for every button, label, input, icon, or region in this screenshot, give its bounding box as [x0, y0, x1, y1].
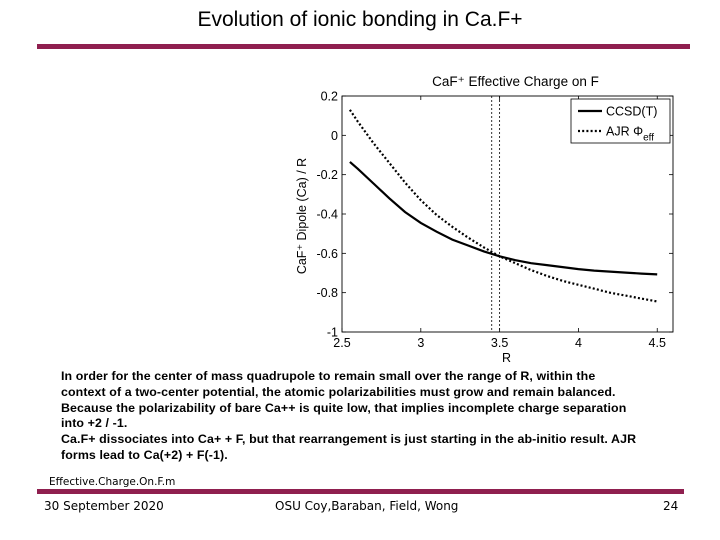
y-axis-label: CaF⁺ Dipole (Ca) / R: [295, 158, 309, 274]
legend-entry-subscript: eff: [643, 133, 654, 144]
x-tick-label: 3.5: [491, 336, 508, 350]
footer-date: 30 September 2020: [44, 499, 164, 513]
chart-title: CaF⁺ Effective Charge on F: [432, 74, 599, 89]
body-line: into +2 / -1.: [61, 416, 128, 431]
legend-entry: CCSD(T): [606, 105, 657, 119]
body-text: In order for the center of mass quadrupo…: [61, 369, 681, 464]
footer-divider: [37, 489, 684, 494]
body-line: forms lead to Ca(+2) + F(-1).: [61, 447, 228, 462]
x-tick-label: 2.5: [333, 336, 350, 350]
body-line: In order for the center of mass quadrupo…: [61, 369, 596, 383]
series-line: [349, 161, 658, 276]
y-tick-label: 0.2: [321, 90, 338, 104]
footer-authors: OSU Coy,Baraban, Field, Wong: [275, 499, 459, 513]
y-tick-label: -0.2: [316, 168, 338, 182]
page-number: 24: [663, 499, 679, 513]
file-name: Effective.Charge.On.F.m: [49, 476, 176, 488]
y-tick-label: -0.4: [316, 208, 338, 222]
x-tick-label: 4.5: [649, 336, 666, 350]
y-tick-label: -1: [327, 326, 338, 340]
slide-title: Evolution of ionic bonding in Ca.F+: [197, 8, 523, 31]
legend-box: [570, 98, 671, 144]
x-tick-label: 4: [575, 336, 582, 350]
y-tick-label: 0: [331, 129, 338, 143]
body-line: Because the polarizability of bare Ca++ …: [61, 400, 627, 415]
x-tick-label: 3: [417, 336, 424, 350]
y-tick-label: -0.8: [316, 286, 338, 300]
body-line: context of a two-center potential, the a…: [61, 384, 616, 399]
body-line: Ca.F+ dissociates into Ca+ + F, but that…: [61, 432, 637, 447]
y-tick-label: -0.6: [316, 247, 338, 261]
title-underline: [37, 44, 690, 49]
x-axis-label: R: [502, 351, 511, 365]
